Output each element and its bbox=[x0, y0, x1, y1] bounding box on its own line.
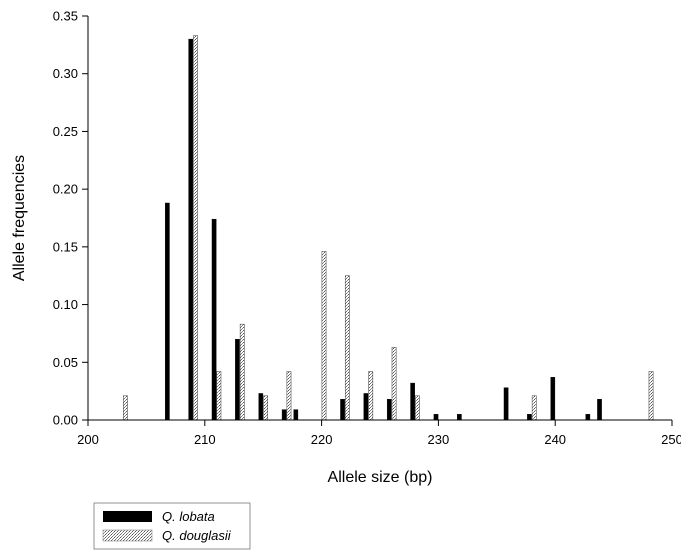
bar-q-lobata-228 bbox=[410, 382, 415, 421]
y-tick-label: 0.30 bbox=[53, 66, 78, 81]
y-tick-label: 0.00 bbox=[53, 413, 78, 428]
bar-q-lobata-244 bbox=[597, 399, 602, 421]
legend-label-q-douglasii: Q. douglasii bbox=[162, 528, 232, 543]
x-tick-label: 240 bbox=[544, 432, 566, 447]
bar-q-lobata-213 bbox=[235, 339, 240, 421]
x-axis-ticks: 200 210 220 230 240 250 bbox=[77, 420, 681, 447]
bar-q-lobata-209 bbox=[188, 38, 194, 421]
bar-q-lobata-238 bbox=[527, 414, 532, 421]
legend-box bbox=[93, 502, 251, 550]
bar-q-lobata-215 bbox=[258, 393, 264, 421]
legend-label-q-lobata: Q. lobata bbox=[162, 509, 215, 524]
y-axis-ticks: 0.00 0.05 0.10 0.15 0.20 0.25 0.30 0.35 bbox=[53, 9, 88, 428]
bar-q-douglasii-217 bbox=[286, 371, 292, 421]
y-tick-label: 0.35 bbox=[53, 9, 78, 24]
bar-q-lobata-240 bbox=[550, 377, 556, 421]
bar-q-douglasii-224 bbox=[368, 371, 374, 421]
x-tick-label: 250 bbox=[661, 432, 681, 447]
bar-q-lobata-226 bbox=[386, 399, 392, 421]
legend: Q. lobata Q. douglasii bbox=[93, 502, 251, 550]
bar-q-douglasii-248 bbox=[648, 371, 654, 421]
x-tick-label: 200 bbox=[77, 432, 99, 447]
bar-q-douglasii-226 bbox=[391, 346, 397, 421]
y-tick-label: 0.25 bbox=[53, 124, 78, 139]
x-axis-title: Allele size (bp) bbox=[328, 469, 433, 486]
bar-q-douglasii-211 bbox=[216, 371, 222, 421]
bars bbox=[123, 35, 654, 421]
bar-q-lobata-211 bbox=[211, 218, 217, 421]
bar-q-douglasii-213 bbox=[239, 323, 245, 421]
bar-q-lobata-232 bbox=[457, 414, 462, 421]
y-tick-label: 0.15 bbox=[53, 239, 78, 254]
bar-q-lobata-236 bbox=[503, 387, 509, 421]
y-axis-title: Allele frequencies bbox=[11, 155, 28, 281]
bar-q-lobata-230 bbox=[433, 414, 439, 421]
plot-area: 0.000.050.100.150.200.250.300.35 200 210 2… bbox=[53, 9, 681, 448]
bar-q-douglasii-209 bbox=[193, 35, 198, 421]
x-tick-label: 210 bbox=[194, 432, 216, 447]
bar-q-douglasii-238 bbox=[531, 395, 537, 421]
x-tick-label: 230 bbox=[428, 432, 450, 447]
bar-q-lobata-218 bbox=[293, 409, 299, 421]
bar-q-lobata-224 bbox=[363, 393, 369, 421]
y-tick-label: 0.10 bbox=[53, 297, 78, 312]
bar-q-lobata-207 bbox=[165, 202, 170, 421]
bar-q-douglasii-215 bbox=[263, 395, 268, 421]
y-tick-label: 0.05 bbox=[53, 355, 78, 370]
bar-q-douglasii-203 bbox=[123, 395, 128, 421]
bar-q-lobata-217 bbox=[281, 409, 287, 421]
bar-q-lobata-243 bbox=[585, 414, 591, 421]
bar-q-lobata-222 bbox=[340, 399, 345, 421]
legend-swatch-q-douglasii bbox=[102, 529, 153, 542]
y-tick-label: 0.20 bbox=[53, 182, 78, 197]
bar-q-douglasii-228 bbox=[415, 395, 420, 421]
bar-q-douglasii-220 bbox=[321, 251, 327, 421]
legend-swatch-q-lobata bbox=[103, 511, 152, 522]
bar-q-douglasii-222 bbox=[344, 275, 350, 421]
x-tick-label: 220 bbox=[311, 432, 333, 447]
